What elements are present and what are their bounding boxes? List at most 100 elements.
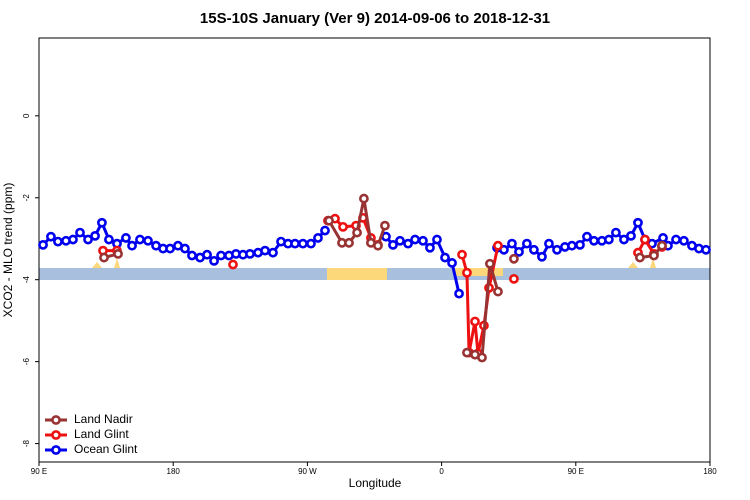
data-point — [447, 258, 457, 268]
data-point — [640, 234, 650, 245]
plot-frame — [38, 37, 711, 463]
data-point — [245, 248, 255, 259]
x-tick-label: 90 E — [568, 467, 584, 476]
data-point — [388, 239, 398, 250]
data-point — [403, 238, 413, 249]
data-point — [477, 352, 487, 363]
data-point — [121, 233, 131, 243]
y-tick-label: -2 — [22, 194, 31, 202]
data-point — [657, 240, 667, 251]
legend-label: Land Glint — [74, 427, 129, 441]
y-tick-label: -4 — [22, 276, 31, 284]
data-point — [604, 234, 614, 245]
data-point — [589, 235, 599, 246]
legend-label: Land Nadir — [74, 412, 133, 426]
land-band — [628, 258, 656, 268]
legend-marker — [51, 445, 61, 455]
data-point — [575, 239, 585, 250]
data-point — [462, 267, 472, 278]
legend-label: Ocean Glint — [74, 442, 138, 456]
data-point — [544, 238, 554, 249]
data-point — [359, 193, 369, 204]
data-point — [611, 227, 621, 238]
land-band — [455, 268, 503, 276]
data-point — [83, 234, 93, 245]
data-point — [187, 250, 197, 261]
data-point — [457, 249, 467, 260]
x-tick-label: 0 — [439, 467, 444, 476]
data-point — [671, 234, 681, 245]
data-point — [260, 245, 270, 256]
data-point — [180, 243, 190, 254]
data-point — [209, 255, 219, 266]
data-point — [380, 220, 390, 231]
land-band — [92, 258, 120, 268]
data-point — [53, 236, 63, 247]
data-point — [298, 238, 308, 249]
data-point — [216, 250, 226, 261]
legend-marker — [51, 430, 61, 440]
data-point — [90, 230, 100, 241]
data-point — [268, 247, 278, 258]
data-point — [521, 238, 532, 249]
y-tick-label: 0 — [22, 113, 31, 118]
data-point — [582, 231, 592, 242]
x-axis-label: Longitude — [349, 476, 402, 490]
land-band — [327, 268, 387, 280]
data-point — [324, 215, 334, 226]
data-point — [135, 234, 145, 245]
data-point — [113, 248, 123, 259]
data-point — [493, 286, 503, 297]
data-point — [290, 238, 300, 249]
data-point — [528, 244, 539, 255]
x-tick-label: 90 E — [31, 467, 47, 476]
data-point — [619, 234, 629, 245]
data-point — [509, 273, 519, 284]
x-tick-label: 90 W — [298, 467, 317, 476]
series-line — [103, 197, 664, 360]
data-point — [507, 238, 517, 249]
data-point — [567, 240, 577, 251]
y-tick-label: -6 — [22, 358, 31, 366]
data-point — [649, 250, 659, 261]
data-point — [454, 288, 464, 299]
legend-marker — [51, 415, 61, 425]
data-point — [626, 230, 636, 241]
data-point — [635, 252, 645, 263]
data-point — [352, 227, 362, 238]
data-point — [509, 253, 519, 264]
chart-title: 15S-10S January (Ver 9) 2014-09-06 to 20… — [200, 10, 550, 27]
surface-band — [39, 258, 710, 280]
data-point — [68, 234, 78, 245]
data-point — [485, 258, 495, 269]
data-point — [320, 225, 330, 236]
data-point — [127, 240, 137, 251]
data-point — [75, 227, 85, 238]
data-point — [425, 242, 435, 253]
x-tick-label: 180 — [167, 467, 181, 476]
series-line — [41, 221, 707, 294]
data-point — [633, 217, 643, 228]
data-point — [344, 237, 354, 248]
data-point — [432, 234, 442, 245]
data-point — [97, 217, 107, 228]
data-point — [418, 235, 428, 246]
data-point — [38, 239, 48, 250]
data-point — [410, 234, 420, 245]
data-point — [440, 252, 450, 263]
x-tick-label: 180 — [703, 467, 717, 476]
data-point — [338, 221, 348, 232]
data-point — [537, 251, 547, 262]
data-point — [373, 240, 383, 251]
data-point — [470, 316, 480, 327]
data-point — [202, 249, 212, 260]
data-point — [143, 235, 153, 246]
data-point — [99, 252, 109, 263]
data-point — [104, 234, 114, 245]
data-point — [165, 243, 175, 254]
data-point — [701, 244, 711, 255]
y-tick-label: -8 — [22, 439, 31, 447]
